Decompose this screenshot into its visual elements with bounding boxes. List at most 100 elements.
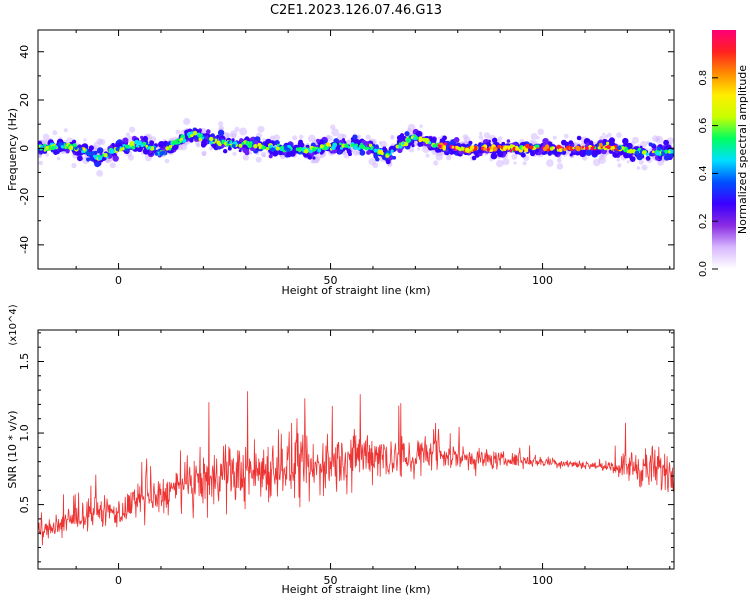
spectrogram-cell	[612, 146, 616, 150]
spectrogram-cell	[385, 159, 391, 165]
spectrogram-cell	[602, 138, 608, 144]
spectrogram-cell	[471, 155, 477, 161]
spectrogram-cell	[656, 137, 660, 142]
spectrogram-cell	[446, 155, 452, 161]
spectrogram-cell	[568, 140, 574, 146]
spectrogram-cell	[242, 154, 249, 161]
spectrogram-cell	[192, 130, 198, 136]
spectrogram-cell	[496, 159, 504, 168]
spectrogram-cell	[606, 141, 610, 145]
spectrogram-cell	[307, 134, 316, 143]
spectrogram-cell	[490, 152, 498, 160]
snr-y-tick-label: 1.0	[18, 424, 31, 442]
spectrogram-cell	[564, 141, 570, 147]
snr-y-tick-label: 1.5	[18, 353, 31, 371]
spectrogram-cell	[231, 138, 235, 142]
spectrogram-cell	[129, 126, 136, 133]
spectrogram-cell	[671, 149, 674, 154]
spectrogram-cell	[641, 150, 647, 155]
spectrogram-cell	[231, 144, 236, 148]
spectrogram-cell	[135, 144, 139, 148]
spectrogram-cell	[140, 135, 144, 140]
spectrogram-cell	[576, 135, 582, 141]
spectrogram-cell	[509, 144, 514, 149]
spectrogram-cell	[150, 146, 155, 151]
spectrogram-cell	[60, 145, 64, 149]
spectrogram-cell	[626, 160, 630, 164]
spectrogram-cell	[161, 150, 166, 155]
spectrogram-cell	[503, 145, 508, 150]
spectrogram-cell	[147, 146, 151, 150]
spectrogram-cell	[238, 149, 242, 153]
spectrogram-cell	[581, 145, 584, 149]
spectrogram-cell	[198, 129, 202, 134]
spectrogram-cell	[649, 152, 653, 156]
spectrogram-cell	[45, 153, 49, 157]
spectrogram-cell	[42, 133, 50, 141]
spectrogram-cell	[474, 152, 480, 158]
spectrogram-cell	[621, 146, 625, 150]
spectrogram-cell	[337, 150, 342, 155]
spectrogram-cell	[563, 147, 567, 152]
spectrogram-cell	[168, 144, 173, 149]
spectrogram-cell	[359, 149, 366, 156]
spectrogram-cell	[310, 159, 315, 164]
colorbar-tick-label: 0.8	[698, 70, 709, 86]
spectrogram-cell	[667, 150, 671, 154]
spectrogram-cell	[461, 147, 465, 151]
spectrogram-cell	[53, 150, 59, 155]
spectrogram-cell	[77, 155, 83, 162]
spectrogram-cell	[154, 152, 159, 156]
spectrogram-cell	[418, 138, 423, 143]
spectrogram-cell	[398, 144, 403, 149]
spectrogram-cell	[438, 144, 442, 148]
spectrogram-cell	[331, 128, 339, 137]
spectrogram-cell	[425, 153, 430, 158]
spectrogram-cell	[86, 157, 91, 162]
spectrogram-cell	[325, 142, 331, 147]
spectrogram-cell	[411, 144, 415, 148]
spectrogram-cell	[309, 149, 313, 154]
spectrogram-cell	[469, 145, 475, 150]
spectrogram-cell	[183, 117, 191, 126]
spectrogram-cell	[145, 144, 149, 148]
spectrogram-cell	[63, 128, 68, 133]
spectrogram-cell	[636, 166, 641, 170]
spectrogram-cell	[273, 134, 281, 141]
spectrogram-y-tick-label: -20	[18, 188, 31, 206]
spectrogram-cell	[119, 146, 122, 149]
spectrogram-cell	[478, 134, 484, 140]
spectrogram-cell	[319, 144, 324, 149]
spectrogram-cell	[645, 152, 649, 156]
spectrogram-cell	[79, 147, 83, 151]
spectrogram-cell	[353, 145, 357, 150]
spectrogram-cell	[87, 151, 92, 157]
spectrogram-cell	[43, 149, 47, 152]
spectrogram-cell	[511, 153, 518, 160]
snr-series-line	[38, 391, 674, 546]
spectrogram-cell	[437, 136, 441, 140]
spectrogram-cell	[388, 145, 396, 153]
spectrogram-cell	[175, 129, 181, 135]
spectrogram-cell	[664, 149, 669, 154]
spectrogram-cell	[379, 140, 388, 148]
spectrogram-cell	[462, 134, 469, 140]
spectrogram-cell	[230, 130, 238, 138]
spectrogram-cell	[367, 147, 370, 150]
spectrogram-cell	[432, 144, 436, 148]
spectrogram-cell	[298, 147, 303, 152]
spectrogram-cell	[269, 144, 273, 148]
spectrogram-axes: 0 50 100 -40 -20 0 20 40	[18, 30, 674, 287]
spectrogram-cell	[401, 142, 405, 145]
snr-x-tick-label: 50	[324, 574, 338, 587]
spectrogram-cell	[451, 146, 455, 149]
spectrogram-cell	[241, 142, 245, 145]
spectrogram-cell	[520, 152, 526, 158]
spectrogram-cell	[68, 145, 74, 151]
spectrogram-y-tick-label: 40	[18, 45, 31, 59]
spectrogram-ridge	[38, 130, 674, 161]
spectrogram-cell	[415, 130, 423, 138]
spectrogram-cell	[652, 150, 655, 153]
spectrogram-cell	[217, 129, 225, 136]
